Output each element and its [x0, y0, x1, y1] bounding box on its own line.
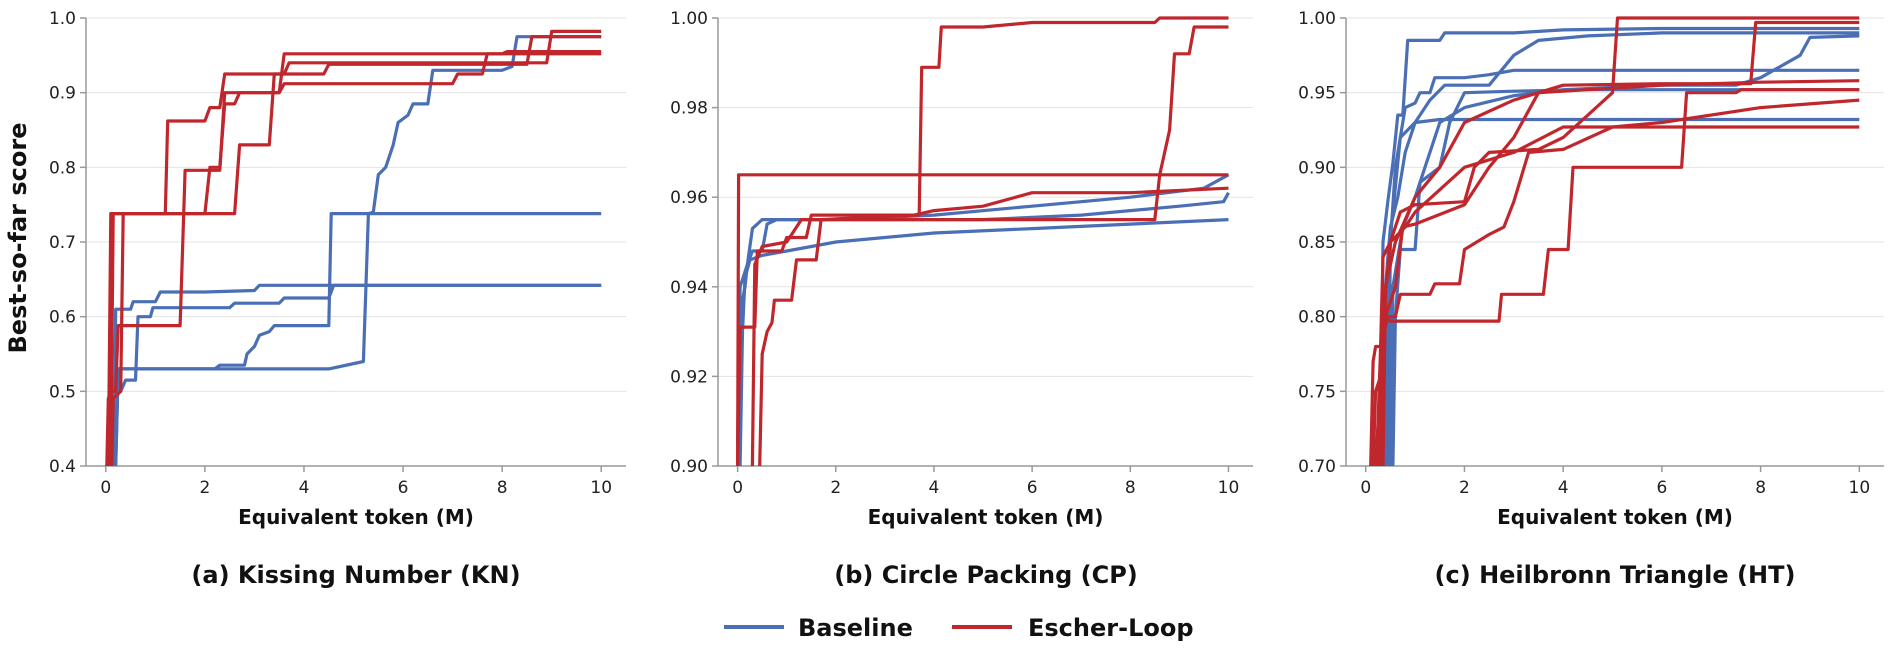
- x-tick-label: 6: [1656, 478, 1667, 498]
- panel-kissing-number: 0.4 0.5 0.6 0.7 0.8 0.9 1.0 0 2 4 6 8 10 Equivalent t…: [49, 9, 626, 589]
- series-line-cp-escher-loop: [758, 186, 1229, 466]
- series-line-ht-escher-loop: [1374, 98, 1860, 466]
- series-line-ht-baseline: [1391, 88, 1860, 466]
- series-line-ht-escher-loop: [1369, 16, 1860, 466]
- x-tick-label: 2: [1459, 478, 1470, 498]
- legend: Baseline Escher-Loop: [724, 614, 1194, 642]
- series-line-kn-escher-loop: [110, 52, 602, 466]
- x-tick-label: 2: [199, 478, 210, 498]
- y-tick-label: 0.80: [1298, 308, 1336, 328]
- y-tick-label: 0.70: [1298, 457, 1336, 477]
- y-tick-label: 0.98: [670, 99, 708, 119]
- x-tick-label: 0: [100, 478, 111, 498]
- series-line-ht-escher-loop: [1381, 20, 1860, 466]
- series-line-kn-baseline: [111, 283, 602, 466]
- panel-caption: (b) Circle Packing (CP): [834, 561, 1138, 589]
- x-tick-label: 8: [1755, 478, 1766, 498]
- x-axis-label: Equivalent token (M): [1497, 505, 1733, 529]
- y-tick-label: 1.00: [1298, 9, 1336, 29]
- series-line-kn-baseline: [114, 35, 602, 466]
- series-line-kn-baseline: [109, 283, 602, 466]
- y-tick-label: 0.9: [49, 84, 76, 104]
- y-tick-label: 0.85: [1298, 233, 1336, 253]
- y-tick-label: 1.00: [670, 9, 708, 29]
- y-tick-label: 0.4: [49, 457, 76, 477]
- y-tick-label: 1.0: [49, 9, 76, 29]
- x-axis-label: Equivalent token (M): [868, 505, 1104, 529]
- x-tick-label: 6: [1027, 478, 1038, 498]
- series-line-ht-baseline: [1381, 117, 1860, 466]
- y-tick-label: 0.96: [670, 188, 708, 208]
- y-axis-label: Best-so-far score: [4, 123, 32, 354]
- panel-caption: (c) Heilbronn Triangle (HT): [1435, 561, 1796, 589]
- x-tick-label: 2: [830, 478, 841, 498]
- series-line-ht-baseline: [1383, 31, 1860, 466]
- x-tick-label: 0: [1360, 478, 1371, 498]
- x-tick-label: 4: [1558, 478, 1569, 498]
- x-tick-label: 8: [497, 478, 508, 498]
- series-line-kn-baseline: [114, 212, 602, 466]
- series-line-cp-baseline: [738, 218, 1229, 466]
- x-tick-label: 4: [929, 478, 940, 498]
- y-tick-label: 0.6: [49, 308, 76, 328]
- series-line-kn-escher-loop: [105, 50, 602, 466]
- y-tick-label: 0.94: [670, 278, 708, 298]
- panel-caption: (a) Kissing Number (KN): [191, 561, 520, 589]
- series-line-ht-escher-loop: [1376, 88, 1860, 466]
- y-tick-label: 0.5: [49, 382, 76, 402]
- x-tick-label: 8: [1125, 478, 1136, 498]
- x-tick-label: 6: [398, 478, 409, 498]
- series-line-ht-escher-loop: [1379, 125, 1860, 466]
- x-tick-label: 10: [590, 478, 612, 498]
- y-tick-label: 0.75: [1298, 382, 1336, 402]
- x-tick-label: 4: [299, 478, 310, 498]
- x-axis-label: Equivalent token (M): [238, 505, 474, 529]
- x-tick-label: 10: [1849, 478, 1871, 498]
- y-tick-label: 0.90: [670, 457, 708, 477]
- panel-circle-packing: 0.90 0.92 0.94 0.96 0.98 1.00 0 2 4 6 8 10 Equivalen…: [670, 9, 1253, 589]
- y-tick-label: 0.8: [49, 158, 76, 178]
- legend-label-escher-loop: Escher-Loop: [1028, 614, 1194, 642]
- series-line-ht-baseline: [1386, 68, 1860, 466]
- panel-heilbronn-triangle: 0.70 0.75 0.80 0.85 0.90 0.95 1.00 0 2 4 6 8 10 Equiv…: [1298, 9, 1884, 589]
- x-tick-label: 0: [732, 478, 743, 498]
- y-tick-label: 0.7: [49, 233, 76, 253]
- series-line-cp-escher-loop: [750, 25, 1229, 466]
- y-tick-label: 0.92: [670, 367, 708, 387]
- series-line-kn-escher-loop: [109, 29, 602, 466]
- series-line-ht-baseline: [1379, 26, 1860, 466]
- y-tick-label: 0.95: [1298, 84, 1336, 104]
- x-tick-label: 10: [1218, 478, 1240, 498]
- legend-label-baseline: Baseline: [798, 614, 913, 642]
- y-tick-label: 0.90: [1298, 158, 1336, 178]
- series-line-cp-escher-loop: [736, 16, 1229, 466]
